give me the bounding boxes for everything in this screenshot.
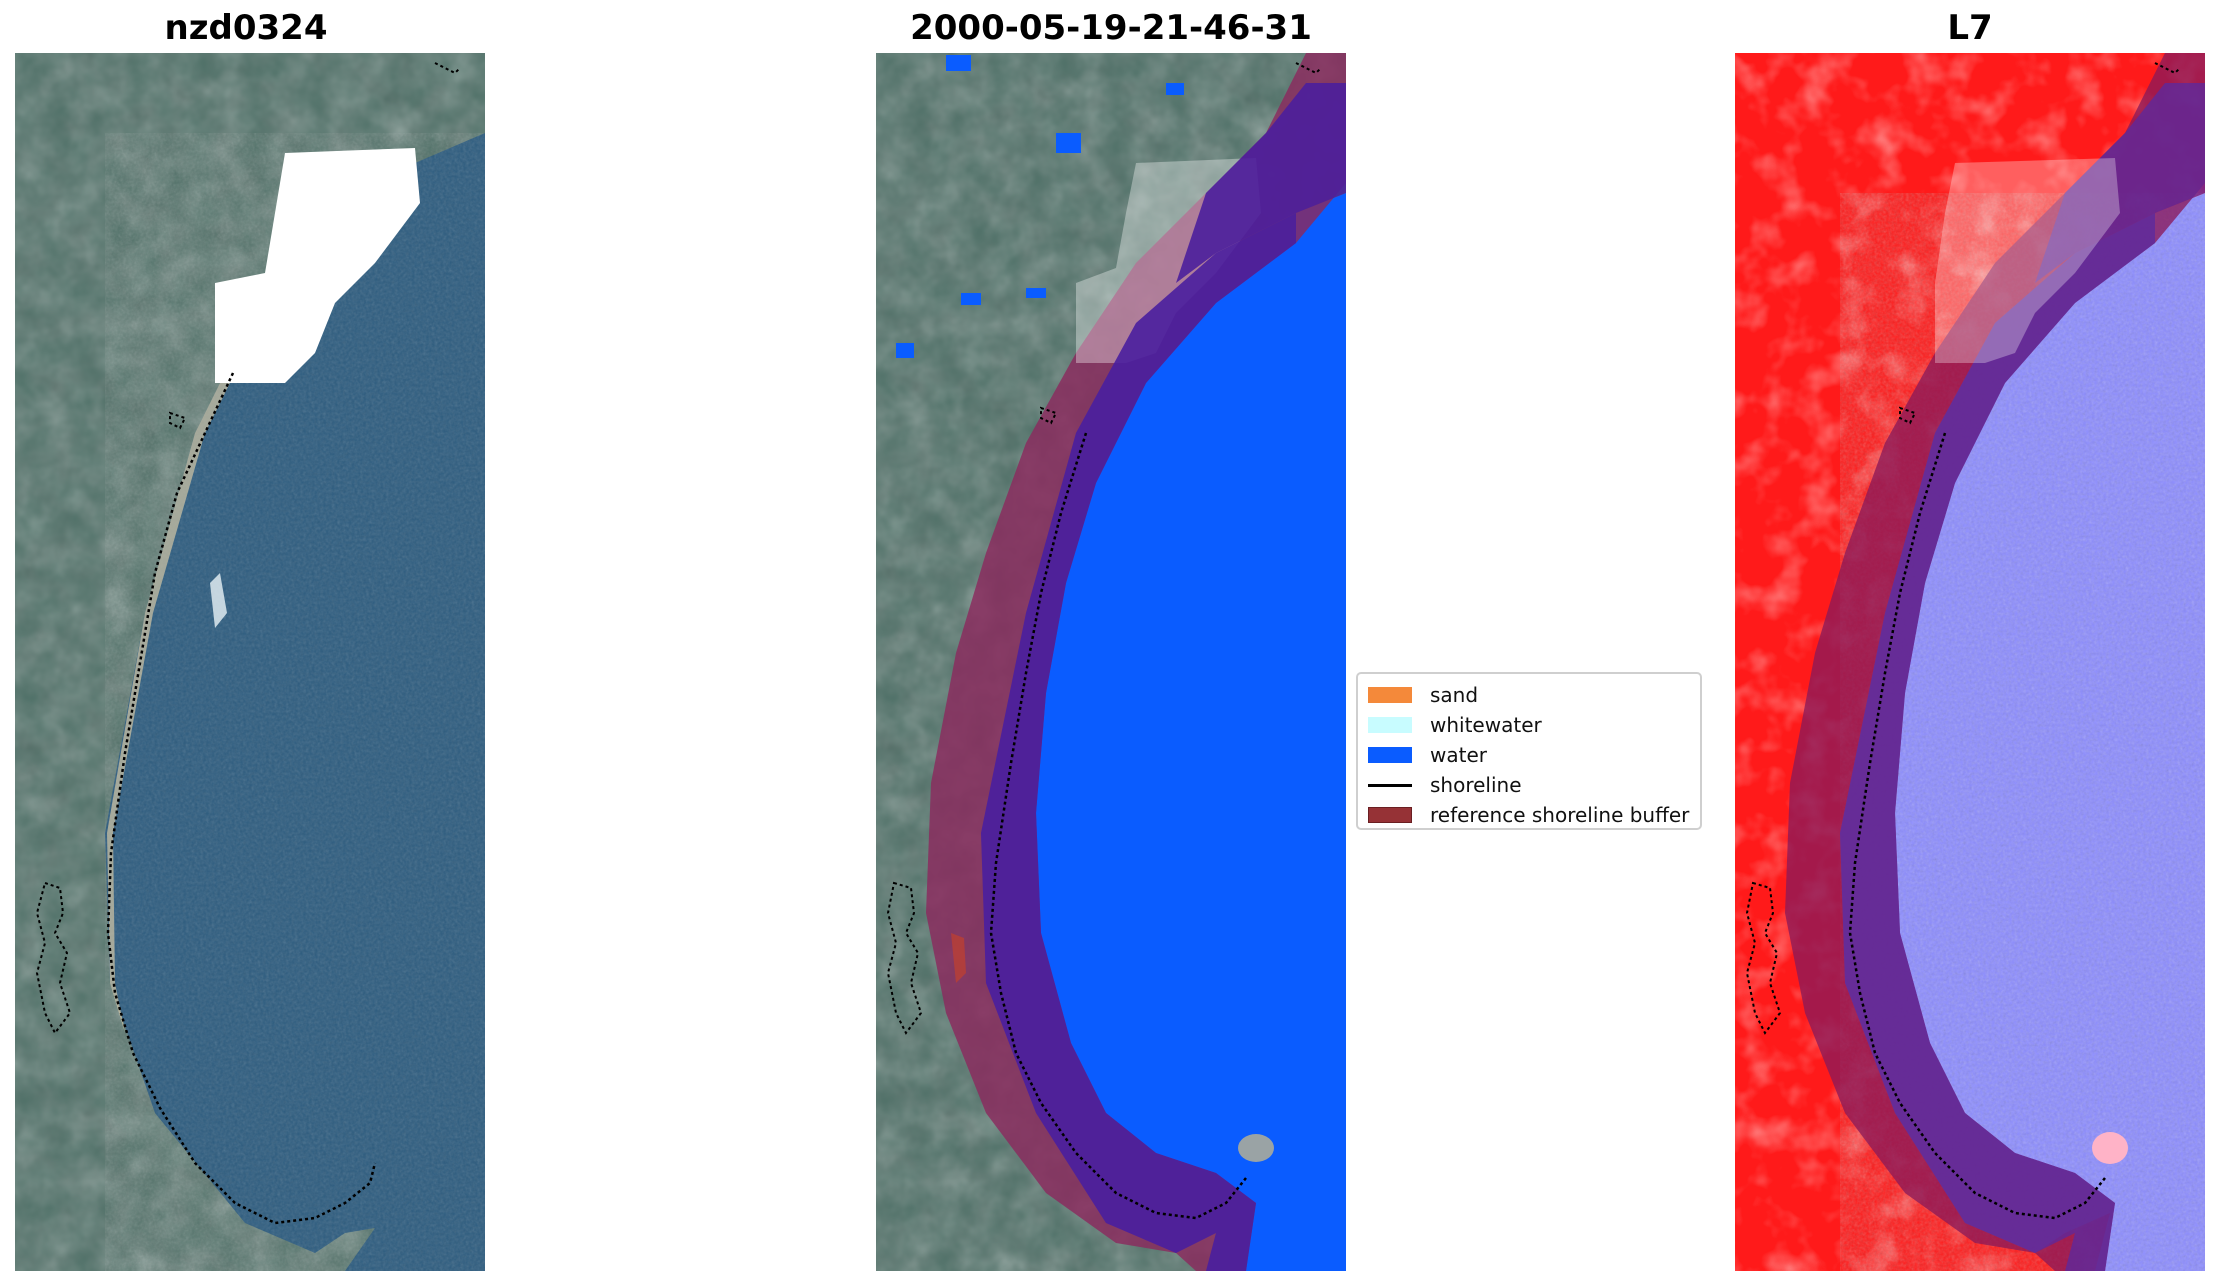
rock-outcrop	[2092, 1132, 2128, 1164]
legend-label: water	[1430, 743, 1487, 767]
legend-label: shoreline	[1430, 773, 1522, 797]
legend-label: reference shoreline buffer	[1430, 803, 1690, 827]
legend-label: whitewater	[1430, 713, 1542, 737]
sand-patch	[951, 933, 966, 983]
surf-patch	[210, 573, 227, 628]
index-image-panel	[1735, 53, 2205, 1271]
legend-item-shoreline: shoreline	[1368, 770, 1690, 800]
buffer-swatch	[1368, 807, 1412, 823]
rock-outcrop	[1238, 1134, 1274, 1162]
cloud-mask	[215, 148, 420, 383]
sand-swatch	[1368, 687, 1412, 703]
inland-water-patches	[896, 55, 1184, 358]
panel-title-rgb: nzd0324	[164, 8, 328, 48]
panel-title-index: L7	[1947, 8, 1993, 48]
legend-item-sand: sand	[1368, 680, 1690, 710]
water-swatch	[1368, 747, 1412, 763]
panel-title-classified: 2000-05-19-21-46-31	[910, 8, 1312, 48]
shoreline-swatch	[1368, 783, 1412, 787]
legend-label: sand	[1430, 683, 1479, 707]
legend-item-buffer: reference shoreline buffer	[1368, 800, 1690, 830]
classified-image-panel	[876, 53, 1346, 1271]
whitewater-swatch	[1368, 717, 1412, 733]
legend-item-water: water	[1368, 740, 1690, 770]
rgb-image-panel	[15, 53, 485, 1271]
legend: sand whitewater water shoreline referenc…	[1356, 672, 1702, 830]
buffer-over-water	[981, 213, 1296, 1271]
legend-item-whitewater: whitewater	[1368, 710, 1690, 740]
cloud-mask	[1935, 158, 2120, 363]
shoreline-line	[1848, 432, 2106, 1220]
shoreline-line	[989, 432, 1247, 1220]
